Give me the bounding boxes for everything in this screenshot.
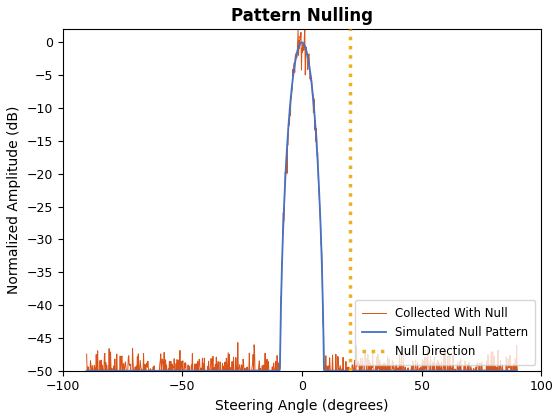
Simulated Null Pattern: [83, 368, 90, 373]
Null Direction: [347, 40, 353, 45]
Collected With Null: [228, 366, 235, 371]
Simulated Null Pattern: [160, 368, 166, 373]
Collected With Null: [514, 368, 521, 373]
Line: Simulated Null Pattern: Simulated Null Pattern: [87, 42, 517, 371]
Simulated Null Pattern: [370, 368, 376, 373]
Simulated Null Pattern: [514, 368, 521, 373]
Collected With Null: [296, 38, 302, 43]
X-axis label: Steering Angle (degrees): Steering Angle (degrees): [215, 399, 389, 413]
Collected With Null: [160, 364, 167, 369]
Title: Pattern Nulling: Pattern Nulling: [231, 7, 373, 25]
Simulated Null Pattern: [407, 368, 414, 373]
Simulated Null Pattern: [298, 40, 305, 45]
Y-axis label: Normalized Amplitude (dB): Normalized Amplitude (dB): [7, 106, 21, 294]
Collected With Null: [295, 27, 301, 32]
Collected With Null: [84, 368, 91, 373]
Collected With Null: [140, 351, 147, 356]
Simulated Null Pattern: [140, 368, 147, 373]
Simulated Null Pattern: [228, 368, 235, 373]
Line: Collected With Null: Collected With Null: [87, 29, 517, 371]
Collected With Null: [408, 368, 414, 373]
Collected With Null: [370, 368, 377, 373]
Collected With Null: [83, 352, 90, 357]
Simulated Null Pattern: [295, 46, 301, 51]
Null Direction: [347, 33, 353, 38]
Legend: Collected With Null, Simulated Null Pattern, Null Direction: Collected With Null, Simulated Null Patt…: [355, 300, 535, 365]
